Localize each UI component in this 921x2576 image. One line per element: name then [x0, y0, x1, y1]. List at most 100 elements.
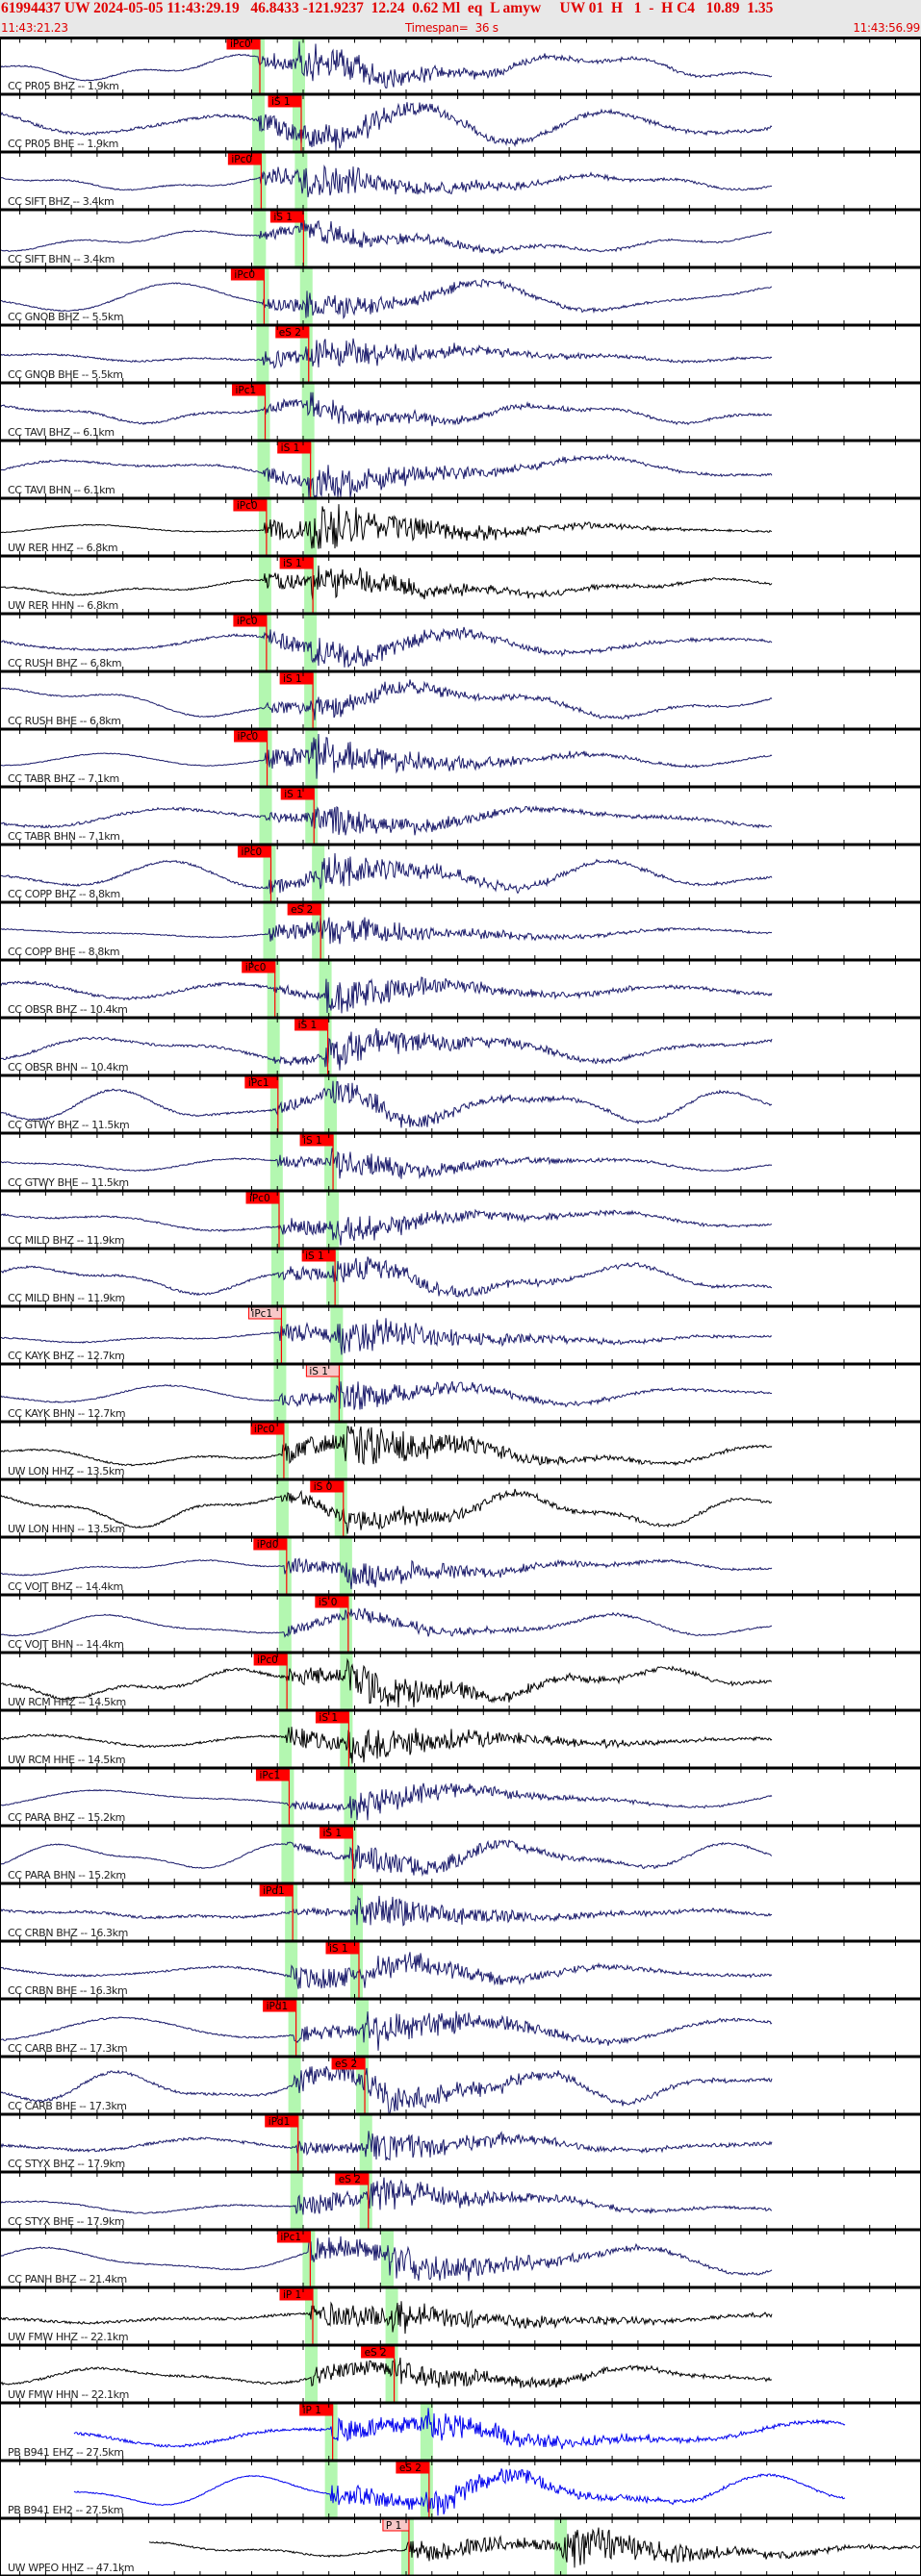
time-ticks — [19, 2167, 896, 2177]
waveform-trace — [0, 679, 773, 720]
pick-label: iS 1 — [283, 558, 302, 569]
channel-panel: iS 1 CC OBSR BHN -- 10.4km — [0, 1018, 773, 1075]
p-theoretical-band — [279, 1653, 293, 1710]
p-theoretical-band — [271, 1191, 285, 1249]
waveform-trace — [0, 2357, 773, 2388]
channel-panel: iPc0 CC OBSR BHZ -- 10.4km — [0, 960, 773, 1018]
channel-panel: iPc0 UW LON HHZ -- 13.5km — [0, 1422, 773, 1479]
waveform-trace — [0, 976, 773, 1014]
pick-label: iPc0 — [241, 846, 262, 858]
channel-label: CC PR05 BHZ -- 1.9km — [8, 80, 119, 92]
p-theoretical-band — [271, 1249, 285, 1306]
waveform-trace — [0, 1208, 773, 1246]
channel-label: CC STYX BHE -- 17.9km — [8, 2215, 124, 2228]
time-ticks — [19, 1013, 896, 1023]
channel-label: UW RER HHZ -- 6.8km — [8, 542, 117, 554]
time-ticks — [19, 320, 896, 330]
waveform-trace — [0, 733, 773, 779]
time-ticks — [19, 205, 896, 215]
p-theoretical-band — [259, 787, 272, 845]
waveform-trace — [0, 1782, 773, 1821]
channel-label: CC TABR BHZ -- 7.1km — [8, 772, 119, 785]
channel-panel: iPc1 CC GTWY BHZ -- 11.5km — [0, 1075, 773, 1133]
waveform-trace — [0, 2131, 773, 2161]
p-theoretical-band — [279, 1710, 293, 1768]
waveform-trace — [0, 1657, 773, 1708]
p-theoretical-band — [256, 325, 269, 383]
waveform-trace — [0, 164, 773, 198]
pick-label: iS 1 — [329, 1943, 348, 1955]
channel-panel: eS 2 CC GNOB BHE -- 5.5km — [0, 325, 773, 383]
channel-label: CC GNOB BHZ -- 5.5km — [8, 311, 123, 323]
s-theoretical-band — [324, 1075, 338, 1133]
channel-label: CC PARA BHZ -- 15.2km — [8, 1811, 125, 1824]
waveform-trace — [0, 1318, 773, 1355]
time-ticks — [19, 1359, 896, 1369]
pick-label: iPc1 — [236, 385, 257, 396]
channel-label: CC MILD BHN -- 11.9km — [8, 1292, 125, 1304]
time-ticks — [19, 1475, 896, 1484]
waveform-trace — [0, 2063, 773, 2114]
time-ticks — [19, 1128, 896, 1138]
channel-panel: eS 2 UW FMW HHN -- 22.1km — [0, 2345, 773, 2403]
waveform-trace — [0, 1727, 773, 1764]
p-theoretical-band — [400, 2518, 414, 2576]
pick-label: iPc1 — [251, 1308, 272, 1320]
channel-label: CC CRBN BHE -- 16.3km — [8, 1984, 127, 1997]
pick-label: iS 1 — [319, 1712, 338, 1724]
p-theoretical-band — [269, 1133, 283, 1191]
timespan: Timespan= 36 s — [405, 21, 499, 35]
pick-label: iPc0 — [237, 616, 258, 627]
waveform-trace — [0, 2010, 773, 2051]
waveform-trace — [0, 338, 773, 369]
pick-label: iS 1 — [283, 673, 302, 685]
channel-panel: iS 1 CC TABR BHN -- 7.1km — [0, 787, 773, 845]
time-ticks — [19, 37, 896, 43]
p-theoretical-band — [253, 152, 267, 210]
seismogram-panels[interactable]: iPc0 CC PR05 BHZ -- 1.9km iS 1 CC PR05 BHE … — [0, 37, 921, 2576]
s-theoretical-band — [339, 1595, 352, 1653]
channel-label: UW FMW HHZ -- 22.1km — [8, 2331, 128, 2343]
pick-label: iS 1 — [273, 212, 293, 223]
channel-panel: eS 2 PB B941 EH2 -- 27.5km — [8, 2461, 846, 2518]
pick-label: eS 2 — [399, 2462, 422, 2474]
end-time: 11:43:56.99 — [853, 21, 920, 35]
p-theoretical-band — [258, 556, 271, 614]
channel-panel: iPc1 CC PANH BHZ -- 21.4km — [0, 2230, 773, 2287]
channel-label: CC TABR BHN -- 7.1km — [8, 830, 120, 843]
s-theoretical-band — [340, 1710, 353, 1768]
s-theoretical-band — [420, 2403, 433, 2461]
time-ticks — [19, 609, 896, 619]
channel-panel: iPc0 CC MILD BHZ -- 11.9km — [0, 1191, 773, 1249]
pick-label: P 1 — [386, 2520, 401, 2532]
channel-label: CC PR05 BHE -- 1.9km — [8, 138, 118, 150]
channel-panel: iS 1 CC MILD BHN -- 11.9km — [0, 1249, 773, 1306]
pick-label: iPc0 — [257, 1654, 278, 1666]
time-ticks — [19, 2398, 896, 2408]
p-theoretical-band — [275, 1479, 289, 1537]
p-theoretical-band — [281, 1768, 294, 1826]
pick-label: iS 0 — [319, 1597, 338, 1608]
channel-label: UW RER HHN -- 6.8km — [8, 599, 118, 612]
channel-panel: iS 1 CC CRBN BHE -- 16.3km — [0, 1941, 773, 1999]
waveform-trace — [0, 1380, 773, 1410]
waveform-trace — [0, 1488, 773, 1534]
pick-label: iPc1 — [248, 1077, 269, 1089]
time-ticks — [19, 782, 896, 792]
channel-label: CC GTWY BHE -- 11.5km — [8, 1176, 129, 1189]
time-ticks — [19, 897, 896, 907]
channel-label: CC PARA BHN -- 15.2km — [8, 1869, 126, 1881]
s-theoretical-band — [334, 1422, 347, 1479]
s-theoretical-band — [349, 1941, 363, 1999]
time-ticks — [19, 2052, 896, 2061]
channel-label: CC CRBN BHZ -- 16.3km — [8, 1927, 128, 1939]
waveform-trace — [0, 217, 773, 255]
pick-label: iP 1 — [283, 2289, 301, 2301]
time-ticks — [19, 1936, 896, 1946]
waveform-trace — [0, 1557, 773, 1590]
pick-label: iPc0 — [238, 731, 259, 743]
time-ticks — [19, 2456, 896, 2465]
waveform-trace — [0, 804, 773, 836]
p-theoretical-band — [290, 2114, 303, 2172]
channel-panel: iP 1 PB B941 EHZ -- 27.5km — [8, 2403, 846, 2461]
